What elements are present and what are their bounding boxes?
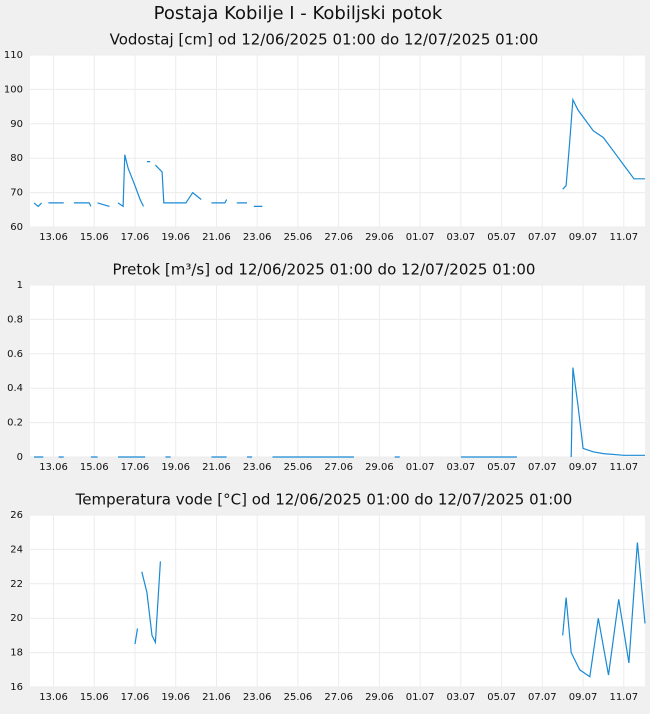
y-tick-label: 60 [10,222,23,233]
y-tick-label: 20 [10,613,23,624]
x-tick-label: 07.07 [528,232,557,243]
x-tick-label: 15.06 [80,692,109,703]
x-tick-label: 29.06 [365,692,394,703]
y-tick-label: 0.4 [7,383,23,394]
x-tick-label: 03.07 [447,692,476,703]
data-line [33,97,645,208]
y-tick-label: 24 [10,544,23,555]
plot-area [30,55,645,227]
x-tick-label: 27.06 [324,462,353,473]
x-tick-label: 27.06 [324,692,353,703]
x-tick-label: 29.06 [365,462,394,473]
x-tick-label: 13.06 [39,462,68,473]
x-tick-label: 23.06 [243,232,272,243]
x-tick-label: 21.06 [202,232,231,243]
x-tick-label: 21.06 [202,692,231,703]
y-tick-label: 70 [10,188,23,199]
y-tick-label: 90 [10,119,23,130]
y-tick-label: 0 [17,452,23,463]
y-tick-label: 26 [10,510,23,521]
y-tick-label: 0.6 [7,349,23,360]
x-tick-label: 25.06 [284,232,313,243]
y-tick-label: 1 [17,280,23,291]
x-tick-label: 21.06 [202,462,231,473]
x-tick-label: 11.07 [609,462,638,473]
y-tick-label: 18 [10,648,23,659]
x-tick-label: 17.06 [121,692,150,703]
x-tick-label: 09.07 [569,232,598,243]
y-tick-label: 80 [10,153,23,164]
x-tick-label: 25.06 [284,692,313,703]
data-line [34,367,645,458]
x-tick-label: 17.06 [121,462,150,473]
x-tick-label: 13.06 [39,232,68,243]
y-tick-label: 100 [4,84,23,95]
data-line [134,542,646,678]
chart-title: Pretok [m³/s] od 12/06/2025 01:00 do 12/… [113,261,536,279]
x-tick-label: 11.07 [609,232,638,243]
x-tick-label: 15.06 [80,462,109,473]
page-title: Postaja Kobilje I - Kobiljski potok [154,3,443,24]
x-tick-label: 05.07 [487,692,516,703]
x-tick-label: 19.06 [161,462,190,473]
x-tick-label: 19.06 [161,692,190,703]
chart-title: Vodostaj [cm] od 12/06/2025 01:00 do 12/… [110,31,539,49]
y-tick-label: 16 [10,682,23,693]
x-tick-label: 13.06 [39,692,68,703]
x-tick-label: 25.06 [284,462,313,473]
x-tick-label: 11.07 [609,692,638,703]
x-tick-label: 09.07 [569,462,598,473]
x-tick-label: 01.07 [406,692,435,703]
y-tick-label: 110 [4,50,23,61]
x-tick-label: 07.07 [528,692,557,703]
x-tick-label: 03.07 [447,232,476,243]
x-tick-label: 23.06 [243,692,272,703]
x-tick-label: 07.07 [528,462,557,473]
x-tick-label: 15.06 [80,232,109,243]
chart-title: Temperatura vode [°C] od 12/06/2025 01:0… [75,491,573,509]
x-tick-label: 05.07 [487,462,516,473]
x-tick-label: 09.07 [569,692,598,703]
plot-area [30,515,645,687]
plot-area [30,285,645,457]
y-tick-label: 0.8 [7,314,23,325]
x-tick-label: 05.07 [487,232,516,243]
x-tick-label: 27.06 [324,232,353,243]
x-tick-label: 17.06 [121,232,150,243]
x-tick-label: 01.07 [406,462,435,473]
x-tick-label: 29.06 [365,232,394,243]
y-tick-label: 22 [10,579,23,590]
x-tick-label: 01.07 [406,232,435,243]
x-tick-label: 19.06 [161,232,190,243]
x-tick-label: 03.07 [447,462,476,473]
x-tick-label: 23.06 [243,462,272,473]
y-tick-label: 0.2 [7,418,23,429]
